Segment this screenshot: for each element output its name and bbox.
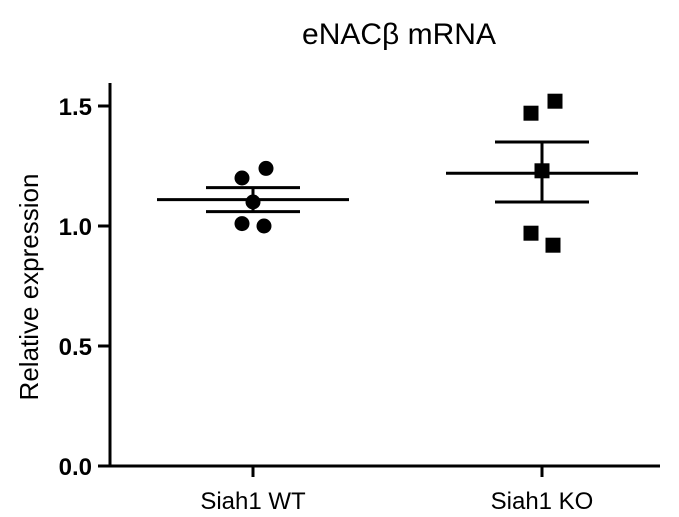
data-point-square xyxy=(545,237,561,253)
chart-title: eNACβ mRNA xyxy=(302,18,496,51)
data-point-square xyxy=(547,93,563,109)
y-tick-label: 0.0 xyxy=(59,454,92,481)
data-point-square xyxy=(534,163,550,179)
data-point-circle xyxy=(234,170,250,186)
y-axis-label: Relative expression xyxy=(14,174,44,401)
data-point-circle xyxy=(234,216,250,232)
x-tick-label: Siah1 KO xyxy=(491,488,594,515)
data-marks xyxy=(157,93,638,253)
data-point-square xyxy=(523,105,539,121)
data-point-square xyxy=(523,225,539,241)
y-tick-label: 0.5 xyxy=(59,334,92,361)
y-tick-label: 1.0 xyxy=(59,214,92,241)
y-tick-label: 1.5 xyxy=(59,94,92,121)
data-point-circle xyxy=(245,194,261,210)
axes: 0.0 0.5 1.0 1.5 Siah1 WT Siah1 KO xyxy=(59,83,660,515)
data-point-circle xyxy=(256,218,272,234)
x-tick-label: Siah1 WT xyxy=(200,488,306,515)
data-point-circle xyxy=(258,160,274,176)
